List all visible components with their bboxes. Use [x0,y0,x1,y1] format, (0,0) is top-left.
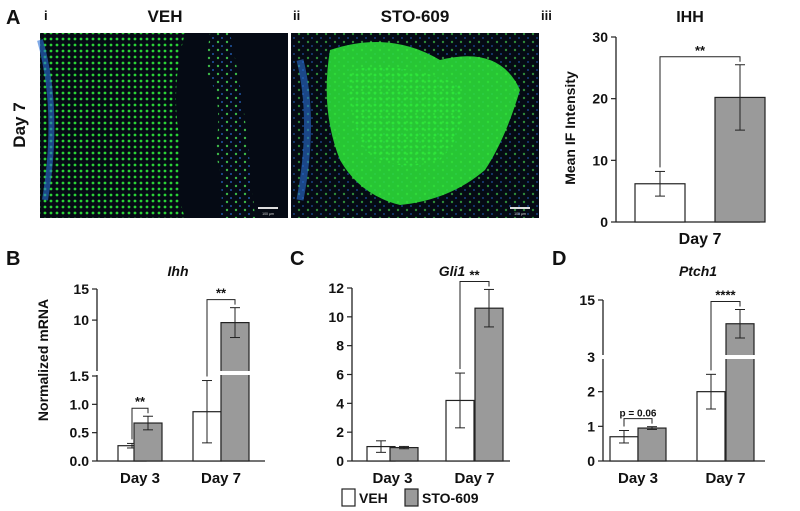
legend-label-sto609: STO-609 [422,490,479,506]
y-tick-label: 0.5 [70,425,90,441]
significance-bracket [623,418,653,427]
chart-c: Gli1 0 2 4 6 8 10 12 Day 3 Day 7 ** [328,263,510,487]
subpanel-label-ii: ii [293,8,300,23]
significance-label: ** [695,43,706,58]
bar-sto-609 [637,427,667,462]
significance-label: p = 0.06 [620,409,657,420]
x-tick-label: Day 3 [618,470,658,487]
panel-letter-d: D [552,248,566,270]
y-tick-label: 15 [579,292,595,308]
y-axis-title: Mean IF Intensity [562,71,578,185]
significance-label: ** [469,267,480,282]
significance-bracket [659,56,741,168]
y-tick-label: 10 [328,309,344,325]
x-tick-label: Day 7 [679,231,722,248]
x-tick-label: Day 3 [372,470,412,487]
y-tick-label: 1.5 [70,368,90,384]
axis-break [597,355,765,359]
row-label-day7: Day 7 [10,102,29,147]
bar-sto-609 [133,422,163,462]
y-tick-label: 0 [600,214,608,230]
chart-title: IHH [676,9,704,26]
significance-label: ** [216,286,227,301]
y-tick-label: 10 [73,312,89,328]
y-tick-label: 2 [587,384,595,400]
y-tick-label: 4 [336,395,344,411]
significance-bracket [131,407,149,440]
image-title-veh: VEH [148,7,183,26]
legend: VEH STO-609 [341,488,479,507]
scale-bar [258,207,278,209]
significance-bracket [710,301,741,371]
y-tick-label: 1 [587,418,595,434]
y-tick-label: 6 [336,367,344,383]
significance-bracket [459,280,490,370]
chart-title: Ihh [168,263,189,279]
chart-a-iii: IHH Mean IF Intensity 0 10 20 30 Day 7 ** [562,9,766,248]
x-tick-label: Day 7 [454,470,494,487]
y-tick-label: 2 [336,424,344,440]
x-tick-label: Day 3 [120,470,160,487]
y-tick-label: 20 [592,91,608,107]
y-tick-label: 12 [328,280,344,296]
bar-sto-609 [220,322,250,462]
bar-sto-609 [389,446,419,462]
y-tick-label: 15 [73,281,89,297]
y-tick-label: 0 [336,453,344,469]
scale-bar-label: 100 µm [262,212,274,216]
legend-label-veh: VEH [359,490,388,506]
panel-letter-b: B [6,248,20,270]
micrograph-veh: 100 µm [37,33,288,218]
significance-label: ** [135,394,146,409]
y-tick-label: 0.0 [70,453,90,469]
significance-label: **** [715,288,736,303]
significance-bracket [206,299,236,377]
panel-letter-a: A [6,7,20,29]
bar-sto-609 [474,307,504,462]
subpanel-label-i: i [44,8,48,23]
scale-bar [510,207,530,209]
axis-break [91,371,265,375]
image-title-sto609: STO-609 [381,7,450,26]
chart-b: Ihh Normalized mRNA 0.0 0.5 1.0 1.5 10 15 Day 3 D… [35,263,265,487]
chart-title: Gli1 [439,263,466,279]
y-tick-label: 8 [336,338,344,354]
scale-bar-label: 100 µm [514,212,526,216]
x-tick-label: Day 7 [705,470,745,487]
chart-title: Ptch1 [679,263,717,279]
y-tick-label: 30 [592,29,608,45]
y-tick-label: 1.0 [70,396,90,412]
y-tick-label: 3 [587,349,595,365]
panel-letter-c: C [290,248,304,270]
micrograph-sto609: 100 µm [291,33,539,218]
y-tick-label: 0 [587,453,595,469]
x-tick-label: Day 7 [201,470,241,487]
legend-swatch-veh [341,488,356,507]
chart-d: Ptch1 0 1 2 3 15 Day 3 Day 7 p = 0.06 **** [579,263,765,487]
bar-sto-609 [725,323,755,462]
y-tick-label: 10 [592,152,608,168]
subpanel-label-iii: iii [541,8,552,23]
legend-swatch-sto609 [404,488,419,507]
y-axis-title: Normalized mRNA [35,299,51,421]
